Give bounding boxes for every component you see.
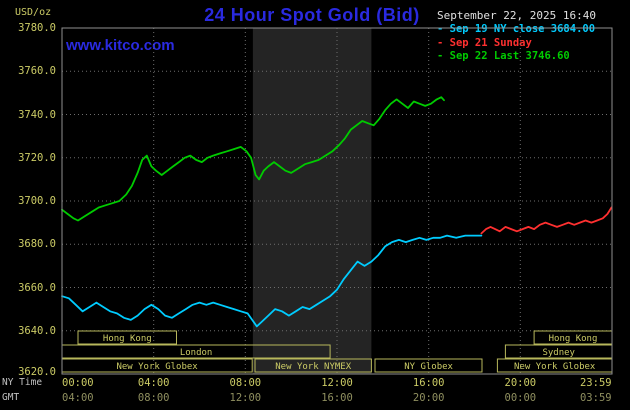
session-box [374,358,483,373]
ny-time-axis-label: NY Time [2,377,43,388]
session-label: Hong Kong [549,334,598,344]
y-tick-label: 3620.0 [18,366,56,378]
session-label: New York Globex [514,362,596,372]
session-label: New York Globex [116,362,198,372]
gmt-axis-label: GMT [2,392,20,403]
y-tick-label: 3660.0 [18,281,56,294]
y-tick-label: 3720.0 [18,151,56,164]
y-tick-label: 3680.0 [18,238,56,251]
nymex-session-band [252,28,372,374]
x-tick-label-gmt: 00:00 [504,392,537,404]
x-tick-label-ny: 04:00 [137,377,170,389]
session-box [77,330,177,345]
x-tick-label-ny: 16:00 [412,377,445,389]
series-line-sep-21-sunday [480,206,613,235]
x-tick-label-gmt: 20:00 [412,392,445,404]
x-tick-label-ny: 12:00 [321,377,353,389]
x-tick-label-ny: 23:59 [579,377,612,389]
y-tick-label: 3780.0 [18,22,56,34]
y-tick-label: 3640.0 [18,324,56,337]
y-tick-label: 3760.0 [18,65,56,78]
y-axis-labels: 3620.0 3640.0 3660.0 3680.0 3700.0 3720.0 3740… [0,0,58,410]
plot-border [61,27,613,375]
x-tick-label-ny: 08:00 [229,377,262,389]
y-tick-label: 3740.0 [18,108,56,121]
legend: - Sep 19 NY close 3684.00 - Sep 21 Sunda… [437,23,595,64]
page-title: 24 Hour Spot Gold (Bid) [204,5,420,25]
session-label: New York NYMEX [275,362,351,372]
x-tick-label-gmt: 03:59 [579,392,612,404]
x-tick-label-ny: 00:00 [62,377,94,389]
x-tick-label-ny: 20:00 [504,377,537,389]
y-axis-unit-label: USD/oz [15,7,52,18]
x-tick-label-gmt: 12:00 [229,392,262,404]
session-label: Sydney [542,348,575,358]
x-tick-label-gmt: 08:00 [137,392,170,404]
series-line-sep-19-ny-close [61,234,483,328]
legend-item-sep21: - Sep 21 Sunday [437,36,532,49]
datetime-label: September 22, 2025 16:40 [437,9,596,22]
session-box [254,358,372,373]
kitco-link[interactable]: www.kitco.com [66,37,175,54]
session-label: Hong Kong [103,334,152,344]
series-line-sep-22 [61,96,445,222]
x-tick-label-gmt: 16:00 [321,392,353,404]
y-tick-label: 3700.0 [18,195,56,207]
session-label: NY Globex [404,362,453,372]
session-label: London [180,348,213,358]
legend-item-sep22: - Sep 22 Last 3746.60 [437,50,570,62]
x-tick-label-gmt: 04:00 [62,392,94,404]
